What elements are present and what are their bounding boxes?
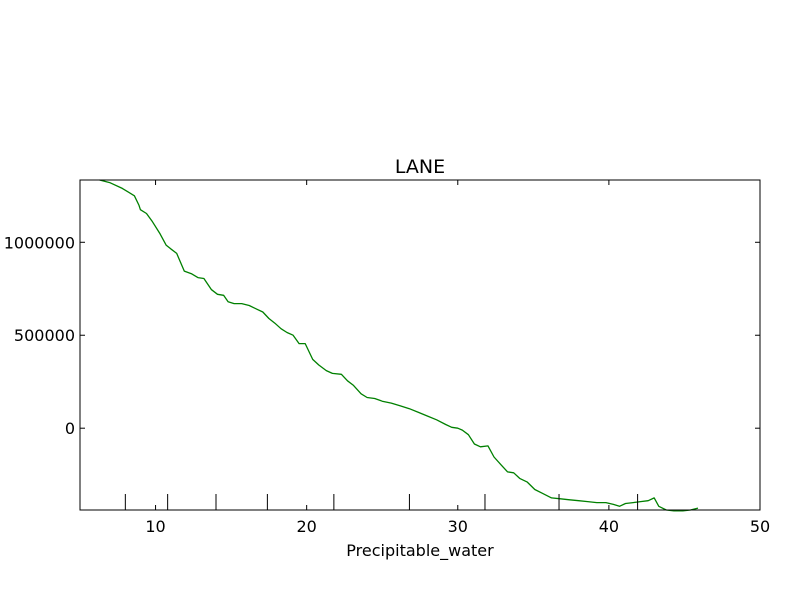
y-tick-label: 500000 xyxy=(14,326,75,345)
x-tick-label: 20 xyxy=(296,517,316,536)
x-tick-label: 50 xyxy=(750,517,770,536)
chart-title: LANE xyxy=(395,156,445,178)
y-tick-label: 1000000 xyxy=(4,233,75,252)
x-tick-label: 40 xyxy=(599,517,619,536)
axis-ticks: 10 20 30 40 50 0 500000 1000000 xyxy=(4,180,770,536)
y-tick-label: 0 xyxy=(65,419,75,438)
plot-frame xyxy=(79,179,761,511)
plot-area xyxy=(99,179,699,512)
x-tick-label: 30 xyxy=(448,517,468,536)
x-tick-label: 10 xyxy=(145,517,165,536)
series-line-0 xyxy=(99,179,699,512)
x-axis-label: Precipitable_water xyxy=(346,541,494,561)
